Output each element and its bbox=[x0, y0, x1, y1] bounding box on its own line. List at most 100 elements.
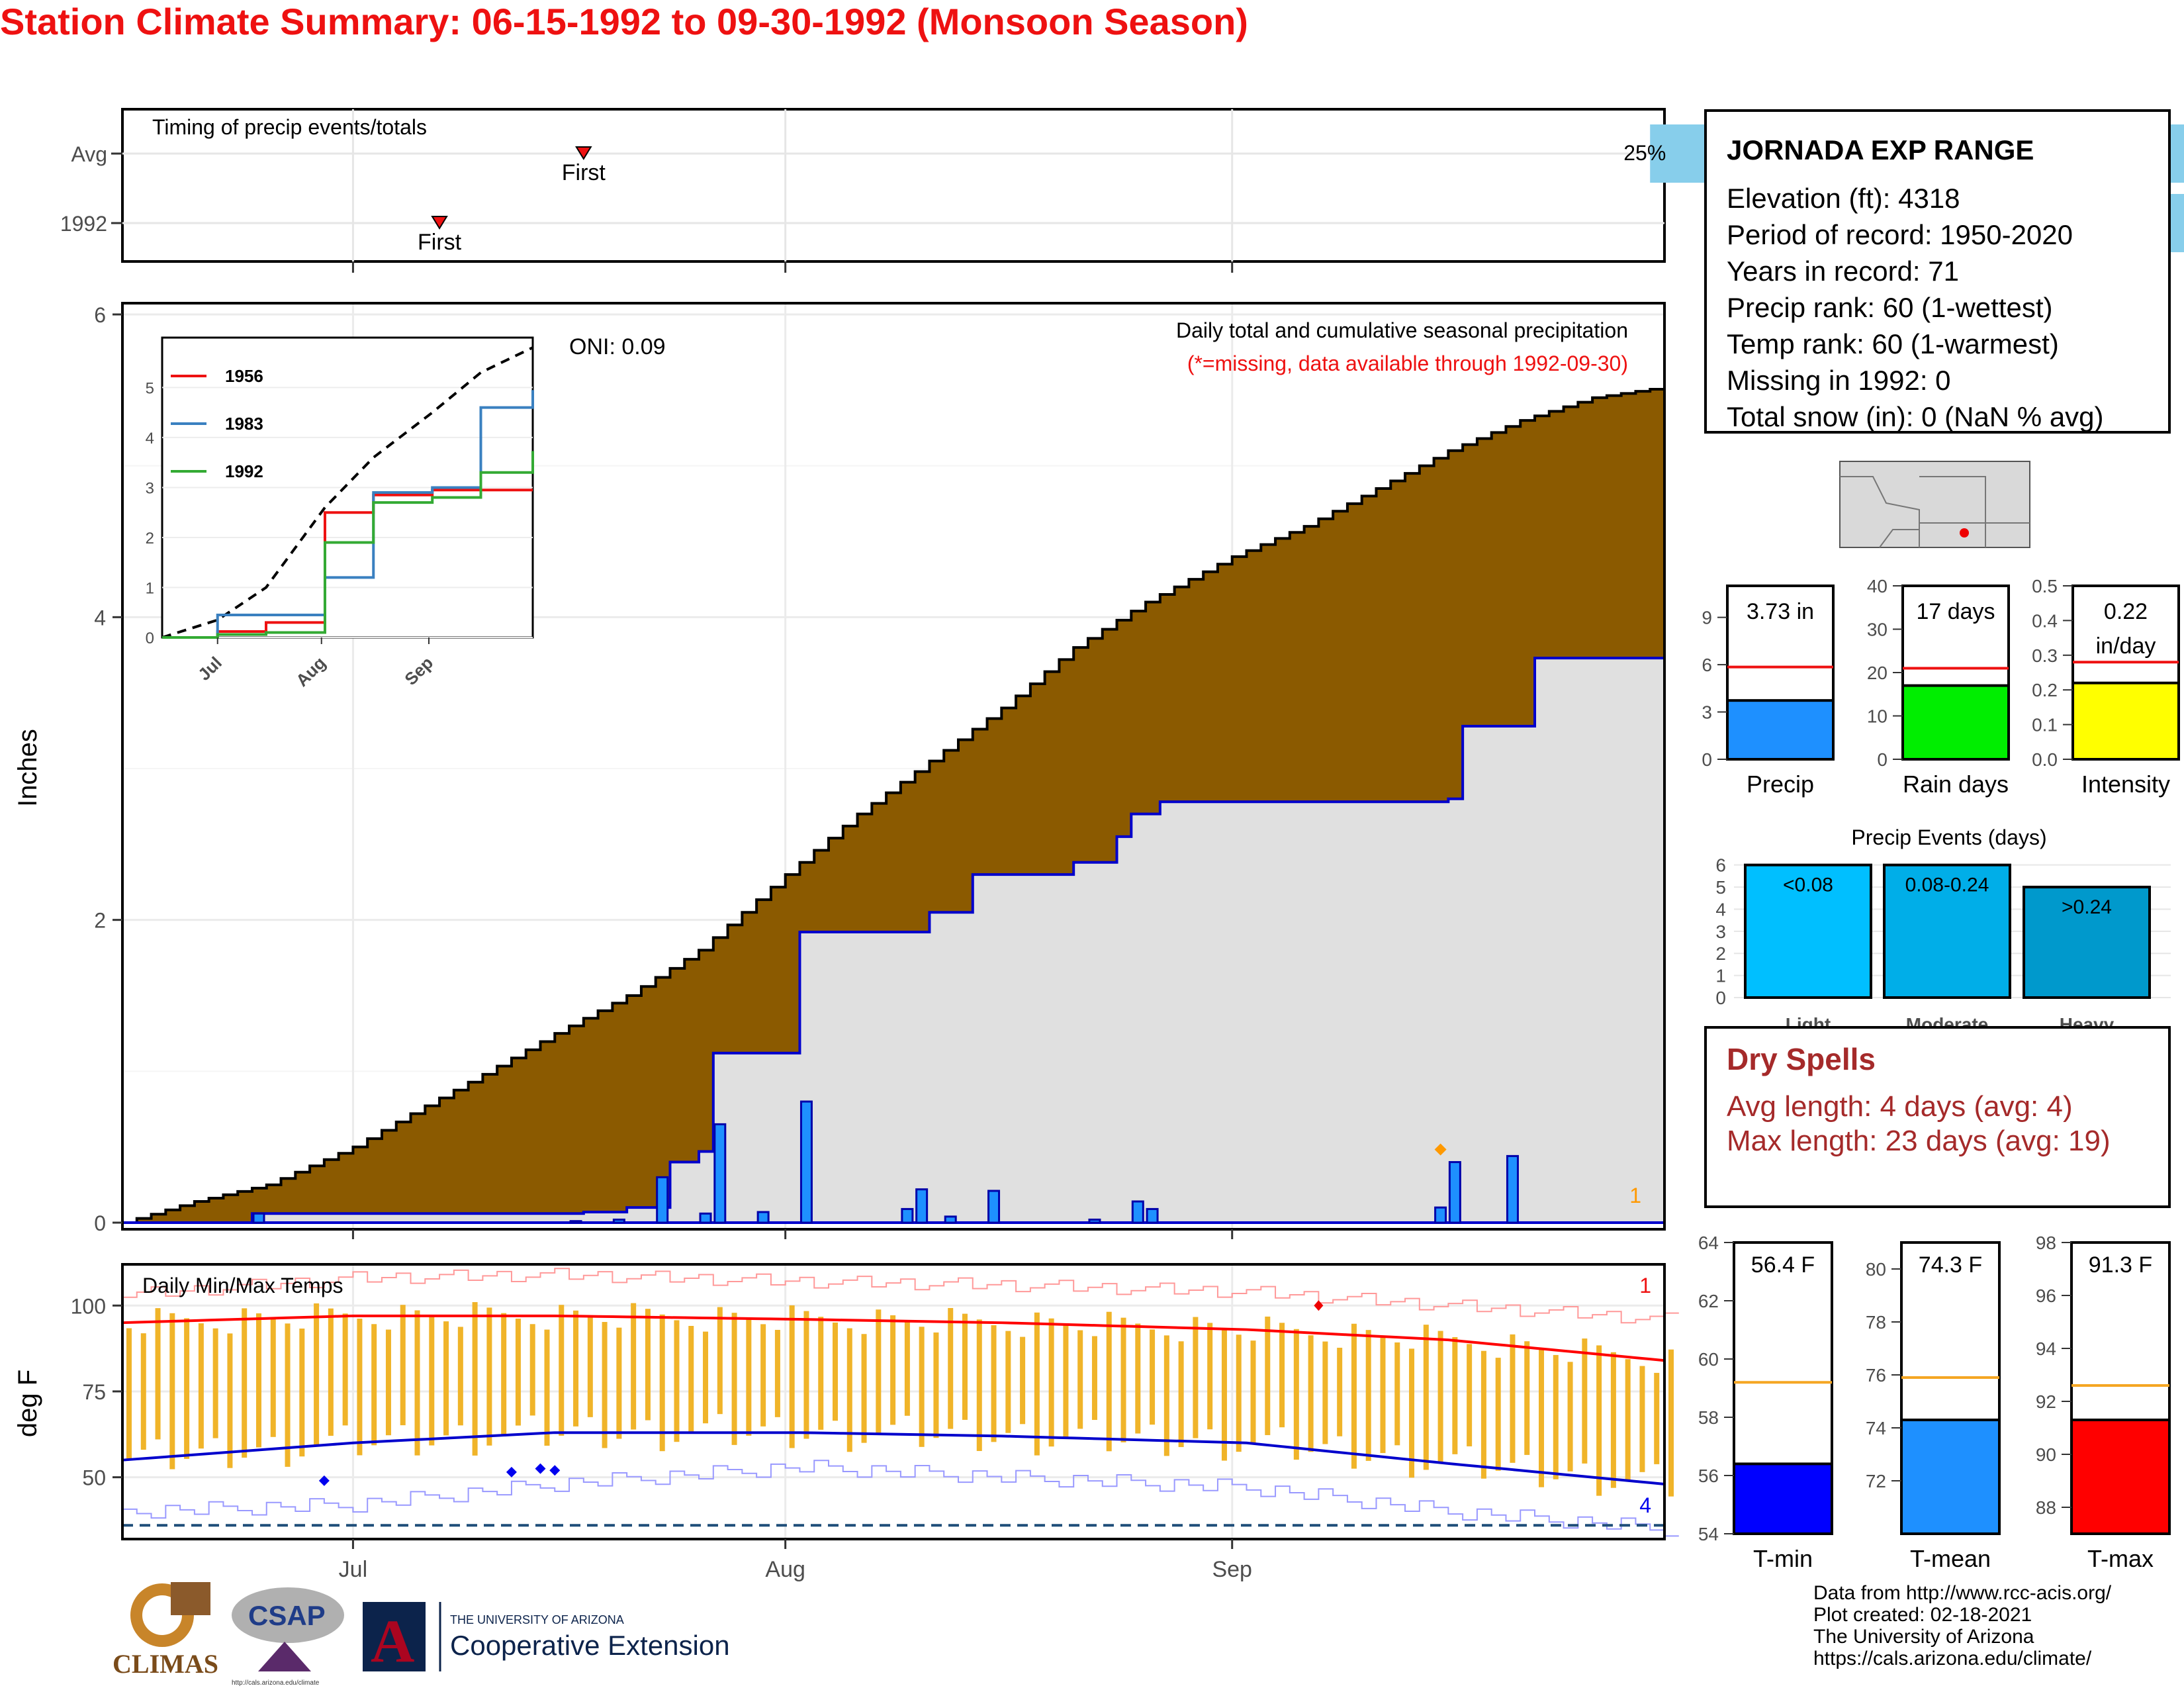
climas-logo-text: CLIMAS bbox=[113, 1649, 218, 1679]
ua-logo-letter: A bbox=[371, 1607, 414, 1675]
daily-precip-bar bbox=[1088, 1218, 1101, 1224]
temp-panel-title: Daily Min/Max Temps bbox=[142, 1274, 343, 1297]
station-missing: Missing in 1992: 0 bbox=[1727, 365, 1951, 396]
daily-temp-range-bar bbox=[1135, 1323, 1141, 1434]
daily-precip-bar bbox=[901, 1207, 914, 1224]
temp-bar-tick-label: 76 bbox=[1866, 1365, 1886, 1385]
daily-temp-range-bar bbox=[833, 1322, 839, 1421]
daily-temp-range-bar bbox=[1106, 1311, 1112, 1452]
daily-temp-range-bar bbox=[703, 1331, 709, 1424]
station-precip-rank: Precip rank: 60 (1-wettest) bbox=[1727, 292, 2053, 323]
daily-precip-bar bbox=[569, 1220, 582, 1224]
record-high-marker bbox=[1314, 1300, 1324, 1311]
mini-bar-value: 3.73 in bbox=[1747, 599, 1814, 624]
daily-temp-range-bar bbox=[890, 1315, 896, 1425]
daily-temp-range-bar bbox=[1639, 1366, 1645, 1472]
daily-temp-range-bar bbox=[1452, 1336, 1458, 1454]
daily-temp-range-bar bbox=[1150, 1329, 1156, 1425]
daily-temp-range-bar bbox=[587, 1316, 593, 1417]
daily-temp-range-bar bbox=[1495, 1358, 1501, 1471]
daily-precip-bar bbox=[252, 1212, 265, 1224]
temp-ytick-label: 100 bbox=[71, 1294, 106, 1318]
daily-temp-range-bar bbox=[1654, 1372, 1660, 1464]
daily-precip-bar bbox=[1434, 1206, 1447, 1224]
temp-bar-label: T-max bbox=[2087, 1545, 2154, 1572]
daily-temp-range-bar bbox=[1250, 1340, 1256, 1443]
daily-temp-range-bar bbox=[991, 1325, 997, 1442]
mini-bar-value: 0.22 bbox=[2104, 599, 2148, 624]
daily-temp-range-bar bbox=[1668, 1349, 1674, 1497]
daily-temp-range-bar bbox=[184, 1318, 190, 1459]
daily-temp-range-bar bbox=[285, 1323, 291, 1467]
daily-temp-range-bar bbox=[371, 1324, 377, 1446]
daily-temp-range-bar bbox=[342, 1313, 348, 1426]
inset-ytick-label: 5 bbox=[146, 379, 154, 397]
ua-logo-line2: Cooperative Extension bbox=[450, 1630, 730, 1661]
daily-temp-range-bar bbox=[126, 1328, 132, 1460]
climas-logo-shape bbox=[171, 1582, 210, 1615]
daily-precip-bar bbox=[799, 1100, 813, 1224]
daily-temp-range-bar bbox=[976, 1319, 982, 1451]
daily-temp-range-bar bbox=[472, 1302, 478, 1456]
daily-temp-range-bar bbox=[385, 1329, 391, 1436]
record-high-count: 1 bbox=[1639, 1274, 1651, 1297]
mini-bar-1 bbox=[1901, 684, 2010, 761]
mini-bar-tick-label: 6 bbox=[1702, 655, 1712, 675]
temp-bar-tick-label: 88 bbox=[2036, 1497, 2056, 1518]
inset-ytick-label: 1 bbox=[146, 579, 154, 597]
csap-logo-url: http://cals.arizona.edu/climate bbox=[232, 1679, 320, 1687]
daily-temp-range-bar bbox=[400, 1305, 406, 1426]
daily-temp-range-bar bbox=[717, 1307, 723, 1415]
inset-ytick-label: 3 bbox=[146, 479, 154, 497]
temp-bar-tick-label: 90 bbox=[2036, 1444, 2056, 1465]
daily-precip-bar bbox=[699, 1212, 712, 1224]
daily-temp-range-bar bbox=[314, 1303, 320, 1446]
temp-bar-tick-label: 72 bbox=[1866, 1471, 1886, 1491]
temp-bar-1 bbox=[1900, 1419, 2001, 1535]
chart-title: Station Climate Summary: 06-15-1992 to 0… bbox=[0, 1, 1248, 42]
ua-logo-line1: THE UNIVERSITY OF ARIZONA bbox=[450, 1613, 624, 1626]
record-low-marker bbox=[318, 1475, 330, 1486]
timing-first-marker bbox=[575, 146, 592, 160]
daily-temp-range-bar bbox=[760, 1324, 766, 1427]
temp-bar-2 bbox=[2070, 1419, 2171, 1535]
daily-precip-bar bbox=[1448, 1161, 1461, 1224]
daily-temp-range-bar bbox=[1437, 1331, 1443, 1462]
daily-temp-range-bar bbox=[1265, 1316, 1271, 1435]
precip-events-title: Precip Events (days) bbox=[1851, 825, 2046, 849]
ua-logo-block bbox=[363, 1602, 426, 1671]
record-low-marker bbox=[506, 1466, 517, 1477]
events-tick-label: 0 bbox=[1715, 988, 1726, 1008]
station-location-marker bbox=[1960, 528, 1969, 538]
mini-bar-tick-label: 0.0 bbox=[2032, 749, 2058, 770]
state-borders bbox=[1840, 476, 2030, 548]
daily-precip-bar bbox=[656, 1176, 669, 1224]
daily-temp-range-bar bbox=[1510, 1334, 1516, 1463]
mini-bar-tick-label: 9 bbox=[1702, 608, 1712, 628]
timing-first-marker bbox=[431, 216, 448, 230]
station-name: JORNADA EXP RANGE bbox=[1727, 134, 2034, 165]
timing-first-label: First bbox=[418, 230, 462, 255]
temp-bar-tick-label: 58 bbox=[1698, 1407, 1719, 1428]
daily-temp-range-bar bbox=[1596, 1345, 1602, 1496]
daily-temp-range-bar bbox=[904, 1321, 910, 1416]
inset-ytick-label: 2 bbox=[146, 530, 154, 547]
daily-temp-range-bar bbox=[1163, 1335, 1169, 1456]
dry-spells-panel: Dry Spells Avg length: 4 days (avg: 4) M… bbox=[1704, 1026, 2171, 1208]
temp-bar-tick-label: 78 bbox=[1866, 1312, 1886, 1333]
inset-legend-label: 1983 bbox=[225, 414, 263, 434]
daily-temp-range-bar bbox=[631, 1303, 637, 1430]
daily-temp-range-bar bbox=[255, 1313, 261, 1448]
daily-temp-range-bar bbox=[846, 1328, 852, 1452]
daily-temp-range-bar bbox=[1365, 1330, 1371, 1461]
daily-temp-range-bar bbox=[443, 1321, 449, 1436]
precip-events-range: 0.08-0.24 bbox=[1905, 874, 1989, 896]
daily-temp-range-bar bbox=[242, 1308, 248, 1458]
mini-bar-tick-label: 40 bbox=[1867, 576, 1888, 596]
daily-temp-range-bar bbox=[1048, 1318, 1054, 1447]
daily-temp-range-bar bbox=[818, 1317, 824, 1430]
timing-row-label: 1992 bbox=[60, 212, 107, 236]
precip-events-range: >0.24 bbox=[2062, 896, 2112, 918]
daily-precip-bar bbox=[944, 1215, 957, 1224]
daily-precip-bar bbox=[1506, 1154, 1519, 1224]
